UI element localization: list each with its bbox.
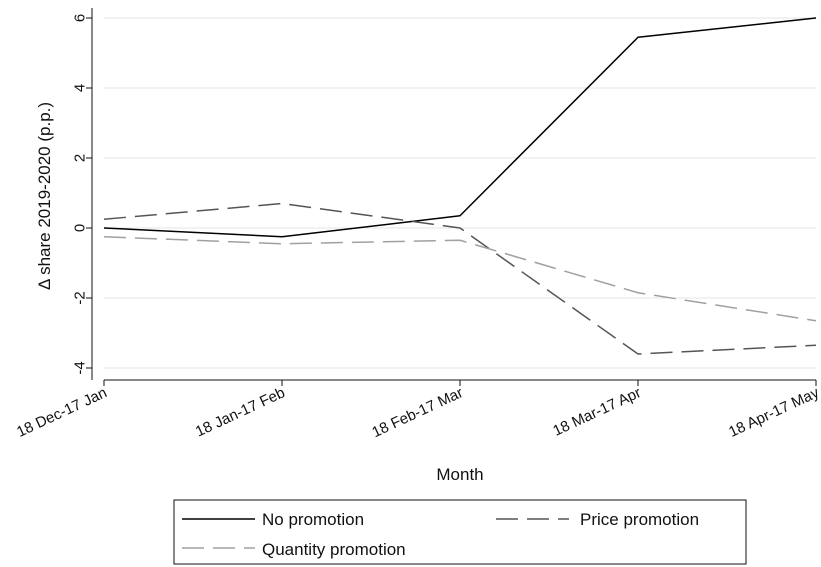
legend-label-price-promotion: Price promotion	[580, 510, 699, 529]
y-tick-label: 4	[71, 84, 88, 92]
y-tick-label: 6	[71, 14, 88, 22]
series-line-quantity-promotion	[103, 236, 817, 322]
y-tick-label: -4	[71, 361, 88, 374]
y-tick-label: 2	[71, 154, 88, 162]
legend-label-quantity-promotion: Quantity promotion	[262, 540, 406, 559]
legend: No promotion Price promotion Quantity pr…	[173, 499, 747, 565]
x-tick-label: 18 Apr-17 May	[726, 384, 821, 441]
x-tick-label: 18 Jan-17 Feb	[193, 384, 288, 440]
x-tick-label: 18 Dec-17 Jan	[14, 384, 110, 441]
x-tick-label: 18 Mar-17 Apr	[550, 384, 643, 440]
y-tick-label: -2	[71, 291, 88, 304]
legend-box	[173, 499, 747, 565]
axes	[91, 8, 816, 381]
x-tick-label: 18 Feb-17 Mar	[369, 384, 465, 441]
series-line-price-promotion	[103, 202, 817, 355]
x-axis-title: Month	[436, 465, 483, 484]
grid-lines	[104, 17, 816, 369]
y-axis-title: Δ share 2019-2020 (p.p.)	[35, 102, 54, 290]
y-ticks: -4 -2 0 2 4 6	[71, 14, 92, 375]
series-lines	[103, 17, 817, 355]
series-line-no-promotion	[103, 17, 817, 238]
y-tick-label: 0	[71, 224, 88, 232]
legend-label-no-promotion: No promotion	[262, 510, 364, 529]
x-ticks: 18 Dec-17 Jan 18 Jan-17 Feb 18 Feb-17 Mar 1…	[14, 380, 821, 441]
